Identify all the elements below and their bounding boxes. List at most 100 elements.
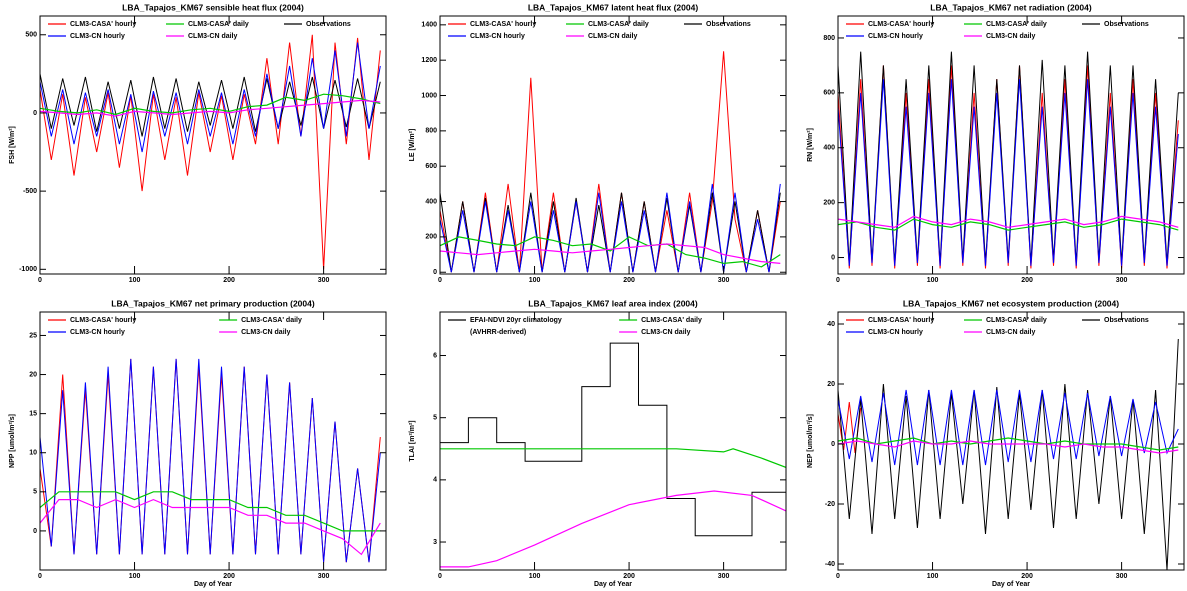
y-tick-label: 25 (29, 332, 37, 339)
series-line (838, 215, 1179, 228)
x-tick-label: 200 (223, 277, 235, 284)
chart-title: LBA_Tapajos_KM67 net ecosystem productio… (903, 298, 1119, 308)
y-tick-label: 3 (433, 539, 437, 546)
chart-title: LBA_Tapajos_KM67 net primary production … (111, 298, 315, 308)
y-tick-label: 200 (823, 199, 835, 206)
series-line (838, 51, 1179, 264)
x-tick-label: 300 (318, 573, 330, 580)
x-tick-label: 100 (529, 277, 541, 284)
y-tick-label: 800 (425, 128, 437, 135)
legend-label: CLM3-CN daily (986, 329, 1036, 336)
panel: LBA_Tapajos_KM67 net ecosystem productio… (807, 298, 1185, 588)
x-tick-label: 300 (318, 277, 330, 284)
x-axis-label: Day of Year (992, 581, 1030, 588)
series-line (440, 236, 781, 268)
legend-label: CLM3-CASA' daily (588, 21, 649, 28)
legend-label: CLM3-CASA' hourly (70, 21, 136, 28)
plot-area (838, 51, 1179, 269)
legend-label: CLM3-CASA' hourly (868, 21, 934, 28)
y-tick-label: 400 (823, 145, 835, 152)
x-tick-label: 200 (623, 573, 635, 580)
series-line (838, 338, 1179, 570)
legend-label: CLM3-CN hourly (868, 329, 923, 336)
series-line (440, 490, 786, 568)
legend-label: Observations (1104, 21, 1149, 28)
chart-title: LBA_Tapajos_KM67 latent heat flux (2004) (528, 2, 699, 12)
y-tick-label: 1200 (421, 57, 437, 64)
legend-label: CLM3-CASA' hourly (70, 317, 136, 324)
y-tick-label: 500 (25, 32, 37, 39)
plot-area (40, 358, 381, 563)
x-tick-label: 100 (927, 573, 939, 580)
legend-label: CLM3-CN daily (241, 329, 291, 336)
x-tick-label: 0 (38, 573, 42, 580)
x-tick-label: 200 (1021, 277, 1033, 284)
plot-area (440, 342, 786, 568)
x-tick-label: 0 (438, 277, 442, 284)
x-tick-label: 0 (38, 277, 42, 284)
x-tick-label: 200 (1021, 573, 1033, 580)
x-tick-label: 100 (529, 573, 541, 580)
y-tick-label: 20 (827, 381, 835, 388)
y-tick-label: 1400 (421, 22, 437, 29)
legend-label: CLM3-CASA' daily (188, 21, 249, 28)
legend-label: CLM3-CN hourly (470, 33, 525, 40)
x-tick-label: 0 (836, 573, 840, 580)
plot-frame (837, 311, 1185, 571)
plot-area (838, 338, 1179, 570)
series-line (838, 437, 1179, 451)
legend-label: CLM3-CN hourly (70, 33, 125, 40)
legend-label: Observations (1104, 317, 1149, 324)
legend-label: CLM3-CASA' daily (241, 317, 302, 324)
y-axis-label: LE [W/m²] (409, 129, 416, 162)
y-tick-label: 6 (433, 352, 437, 359)
legend-label: CLM3-CASA' hourly (868, 317, 934, 324)
x-tick-label: 100 (129, 277, 141, 284)
y-tick-label: 5 (433, 415, 437, 422)
series-line (40, 34, 381, 270)
legend-label: CLM3-CASA' daily (986, 21, 1047, 28)
chart-title: LBA_Tapajos_KM67 leaf area index (2004) (528, 298, 698, 308)
x-tick-label: 0 (836, 277, 840, 284)
series-line (838, 389, 1179, 466)
series-line (40, 99, 381, 117)
x-tick-label: 300 (718, 573, 730, 580)
legend-label: Observations (706, 21, 751, 28)
y-tick-label: 0 (831, 441, 835, 448)
y-tick-label: 15 (29, 410, 37, 417)
legend-label: CLM3-CASA' daily (641, 317, 702, 324)
x-tick-label: 0 (438, 573, 442, 580)
legend-label: CLM3-CASA' daily (986, 317, 1047, 324)
x-tick-label: 100 (927, 277, 939, 284)
series-line (40, 358, 381, 563)
y-axis-label: TLAI [m²/m²] (409, 420, 416, 461)
panel: LBA_Tapajos_KM67 net radiation (2004) 0 20… (807, 2, 1185, 284)
series-line (440, 448, 786, 468)
y-tick-label: 5 (33, 489, 37, 496)
y-tick-label: 0 (433, 269, 437, 276)
chart-title: LBA_Tapajos_KM67 sensible heat flux (200… (122, 2, 304, 12)
legend-label: CLM3-CASA' hourly (470, 21, 536, 28)
legend-label: CLM3-CN hourly (868, 33, 923, 40)
x-tick-label: 100 (129, 573, 141, 580)
y-tick-label: -40 (825, 561, 835, 568)
y-tick-label: 200 (425, 234, 437, 241)
y-axis-label: RN [W/m²] (807, 128, 814, 162)
series-line (40, 491, 381, 532)
y-axis-label: NPP [umol/m²/s] (9, 414, 16, 468)
legend-note: (AVHRR-derived) (470, 329, 526, 336)
legend-label: Observations (306, 21, 351, 28)
y-tick-label: 600 (823, 90, 835, 97)
y-tick-label: 1000 (421, 92, 437, 99)
y-tick-label: 0 (33, 528, 37, 535)
y-tick-label: 4 (433, 477, 437, 484)
plot-frame (439, 15, 787, 275)
y-tick-label: 400 (425, 198, 437, 205)
legend-label: CLM3-CN daily (588, 33, 638, 40)
plot-frame (39, 15, 387, 275)
y-tick-label: 10 (29, 450, 37, 457)
legend-label: CLM3-CN daily (188, 33, 238, 40)
x-tick-label: 300 (1116, 277, 1128, 284)
plot-frame (39, 311, 387, 571)
plot-area (40, 34, 381, 270)
